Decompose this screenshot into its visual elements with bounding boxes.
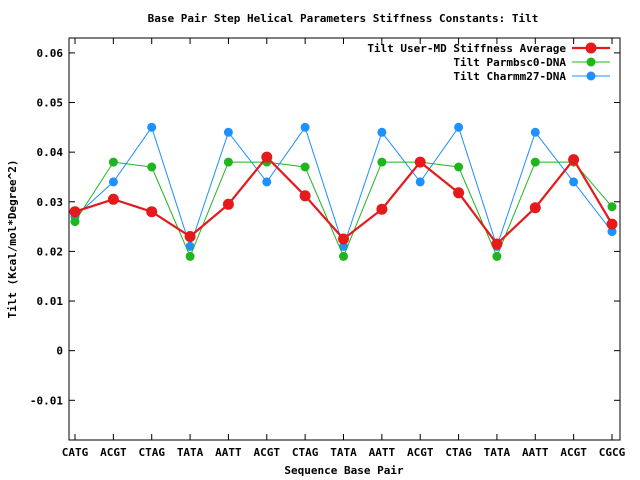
x-tick-label: CATG <box>62 446 89 459</box>
data-point <box>300 162 310 172</box>
data-point <box>146 206 158 218</box>
y-tick-label: 0.05 <box>37 97 64 110</box>
data-point <box>492 251 502 261</box>
legend-label: Tilt Parmbsc0-DNA <box>453 56 566 69</box>
data-point <box>261 151 273 163</box>
x-tick-label: ACGT <box>560 446 587 459</box>
y-tick-label: -0.01 <box>30 394 63 407</box>
data-point <box>185 241 195 251</box>
data-point <box>377 127 387 137</box>
y-tick-label: 0.06 <box>37 47 64 60</box>
data-point <box>530 157 540 167</box>
series-2 <box>70 157 617 261</box>
y-axis: 0.06 0.05 0.04 0.03 0.02 0.01 0 -0.01 <box>30 47 620 407</box>
x-tick-label: TATA <box>177 446 204 459</box>
data-point <box>376 203 388 215</box>
x-tick-label: ACGT <box>100 446 127 459</box>
data-point <box>569 177 579 187</box>
data-point <box>568 154 580 166</box>
data-point <box>108 177 118 187</box>
data-point <box>530 127 540 137</box>
data-point <box>300 122 310 132</box>
data-point <box>529 202 541 214</box>
y-tick-label: 0 <box>56 345 63 358</box>
data-point <box>454 122 464 132</box>
x-tick-label: CTAG <box>292 446 319 459</box>
series-1 <box>69 151 618 250</box>
x-tick-label: ACGT <box>407 446 434 459</box>
data-point <box>414 156 426 168</box>
data-point <box>606 218 618 230</box>
chart-title: Base Pair Step Helical Parameters Stiffn… <box>148 12 539 25</box>
data-point <box>607 202 617 212</box>
data-point <box>299 190 311 202</box>
data-point <box>415 177 425 187</box>
legend-label: Tilt User-MD Stiffness Average <box>367 42 566 55</box>
data-point <box>223 157 233 167</box>
x-tick-label: AATT <box>369 446 396 459</box>
data-point <box>453 187 465 199</box>
data-point <box>184 231 196 242</box>
data-point <box>339 251 348 261</box>
y-axis-label: Tilt (Kcal/mol*Degree^2) <box>6 160 19 319</box>
data-point <box>491 238 503 250</box>
y-tick-label: 0.02 <box>37 245 64 258</box>
data-point <box>70 217 80 227</box>
data-point <box>147 162 157 172</box>
x-tick-label: ACGT <box>254 446 281 459</box>
x-tick-label: CTAG <box>445 446 472 459</box>
data-point <box>338 233 349 245</box>
legend-marker <box>585 42 597 54</box>
data-point <box>108 157 118 167</box>
data-point <box>454 162 464 172</box>
x-tick-label: AATT <box>215 446 242 459</box>
data-point <box>339 241 348 251</box>
data-point <box>222 198 234 210</box>
legend-label: Tilt Charmm27-DNA <box>453 70 566 83</box>
data-point <box>377 157 387 167</box>
legend-marker <box>586 57 596 67</box>
data-point <box>262 177 272 187</box>
data-point <box>147 122 157 132</box>
x-tick-label: AATT <box>522 446 549 459</box>
data-point <box>223 127 233 137</box>
x-axis-label: Sequence Base Pair <box>284 464 404 477</box>
data-point <box>69 206 81 218</box>
x-tick-label: CGCG <box>599 446 626 459</box>
y-tick-label: 0.04 <box>37 146 64 159</box>
plot-frame <box>68 37 621 441</box>
data-point <box>107 193 119 205</box>
series-3 <box>70 122 617 251</box>
x-tick-label: TATA <box>330 446 357 459</box>
series-line <box>74 155 613 246</box>
data-point <box>185 251 195 261</box>
y-tick-label: 0.01 <box>37 295 64 308</box>
y-tick-label: 0.03 <box>37 196 64 209</box>
series-layer <box>69 122 618 261</box>
x-axis: CATG ACGT CTAG TATA AATT ACGT CTAG TATA AATT ACGT… <box>62 38 626 459</box>
legend-marker <box>586 71 596 81</box>
x-tick-label: TATA <box>484 446 511 459</box>
series-line <box>74 126 613 248</box>
data-point <box>607 227 617 237</box>
x-tick-label: CTAG <box>138 446 165 459</box>
